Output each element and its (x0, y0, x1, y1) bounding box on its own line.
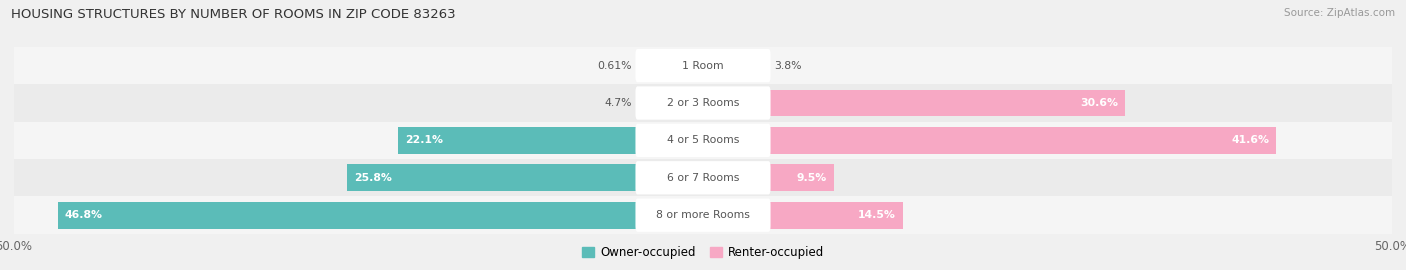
Text: 25.8%: 25.8% (354, 173, 392, 183)
Bar (347, 164, 703, 191)
Text: 46.8%: 46.8% (65, 210, 103, 220)
FancyBboxPatch shape (636, 161, 770, 194)
FancyBboxPatch shape (636, 198, 770, 232)
Text: Source: ZipAtlas.com: Source: ZipAtlas.com (1284, 8, 1395, 18)
Text: 8 or more Rooms: 8 or more Rooms (657, 210, 749, 220)
Text: 4.7%: 4.7% (605, 98, 633, 108)
FancyBboxPatch shape (636, 86, 770, 120)
FancyBboxPatch shape (636, 49, 770, 82)
Text: 30.6%: 30.6% (1080, 98, 1118, 108)
Bar (14, 84, 1392, 122)
Bar (14, 47, 1392, 84)
Bar (703, 202, 903, 229)
Text: 3.8%: 3.8% (773, 61, 801, 71)
Legend: Owner-occupied, Renter-occupied: Owner-occupied, Renter-occupied (578, 242, 828, 264)
Text: 14.5%: 14.5% (858, 210, 896, 220)
Bar (703, 52, 755, 79)
Text: 22.1%: 22.1% (405, 135, 443, 146)
Bar (14, 159, 1392, 197)
Bar (398, 127, 703, 154)
Text: 9.5%: 9.5% (797, 173, 827, 183)
Bar (14, 197, 1392, 234)
Text: 1 Room: 1 Room (682, 61, 724, 71)
Bar (703, 164, 834, 191)
Text: HOUSING STRUCTURES BY NUMBER OF ROOMS IN ZIP CODE 83263: HOUSING STRUCTURES BY NUMBER OF ROOMS IN… (11, 8, 456, 21)
Bar (58, 202, 703, 229)
Text: 0.61%: 0.61% (598, 61, 633, 71)
Bar (638, 90, 703, 116)
Bar (695, 52, 703, 79)
Text: 6 or 7 Rooms: 6 or 7 Rooms (666, 173, 740, 183)
Text: 2 or 3 Rooms: 2 or 3 Rooms (666, 98, 740, 108)
Bar (703, 90, 1125, 116)
Text: 4 or 5 Rooms: 4 or 5 Rooms (666, 135, 740, 146)
Bar (703, 127, 1277, 154)
Bar (14, 122, 1392, 159)
FancyBboxPatch shape (636, 124, 770, 157)
Text: 41.6%: 41.6% (1232, 135, 1270, 146)
